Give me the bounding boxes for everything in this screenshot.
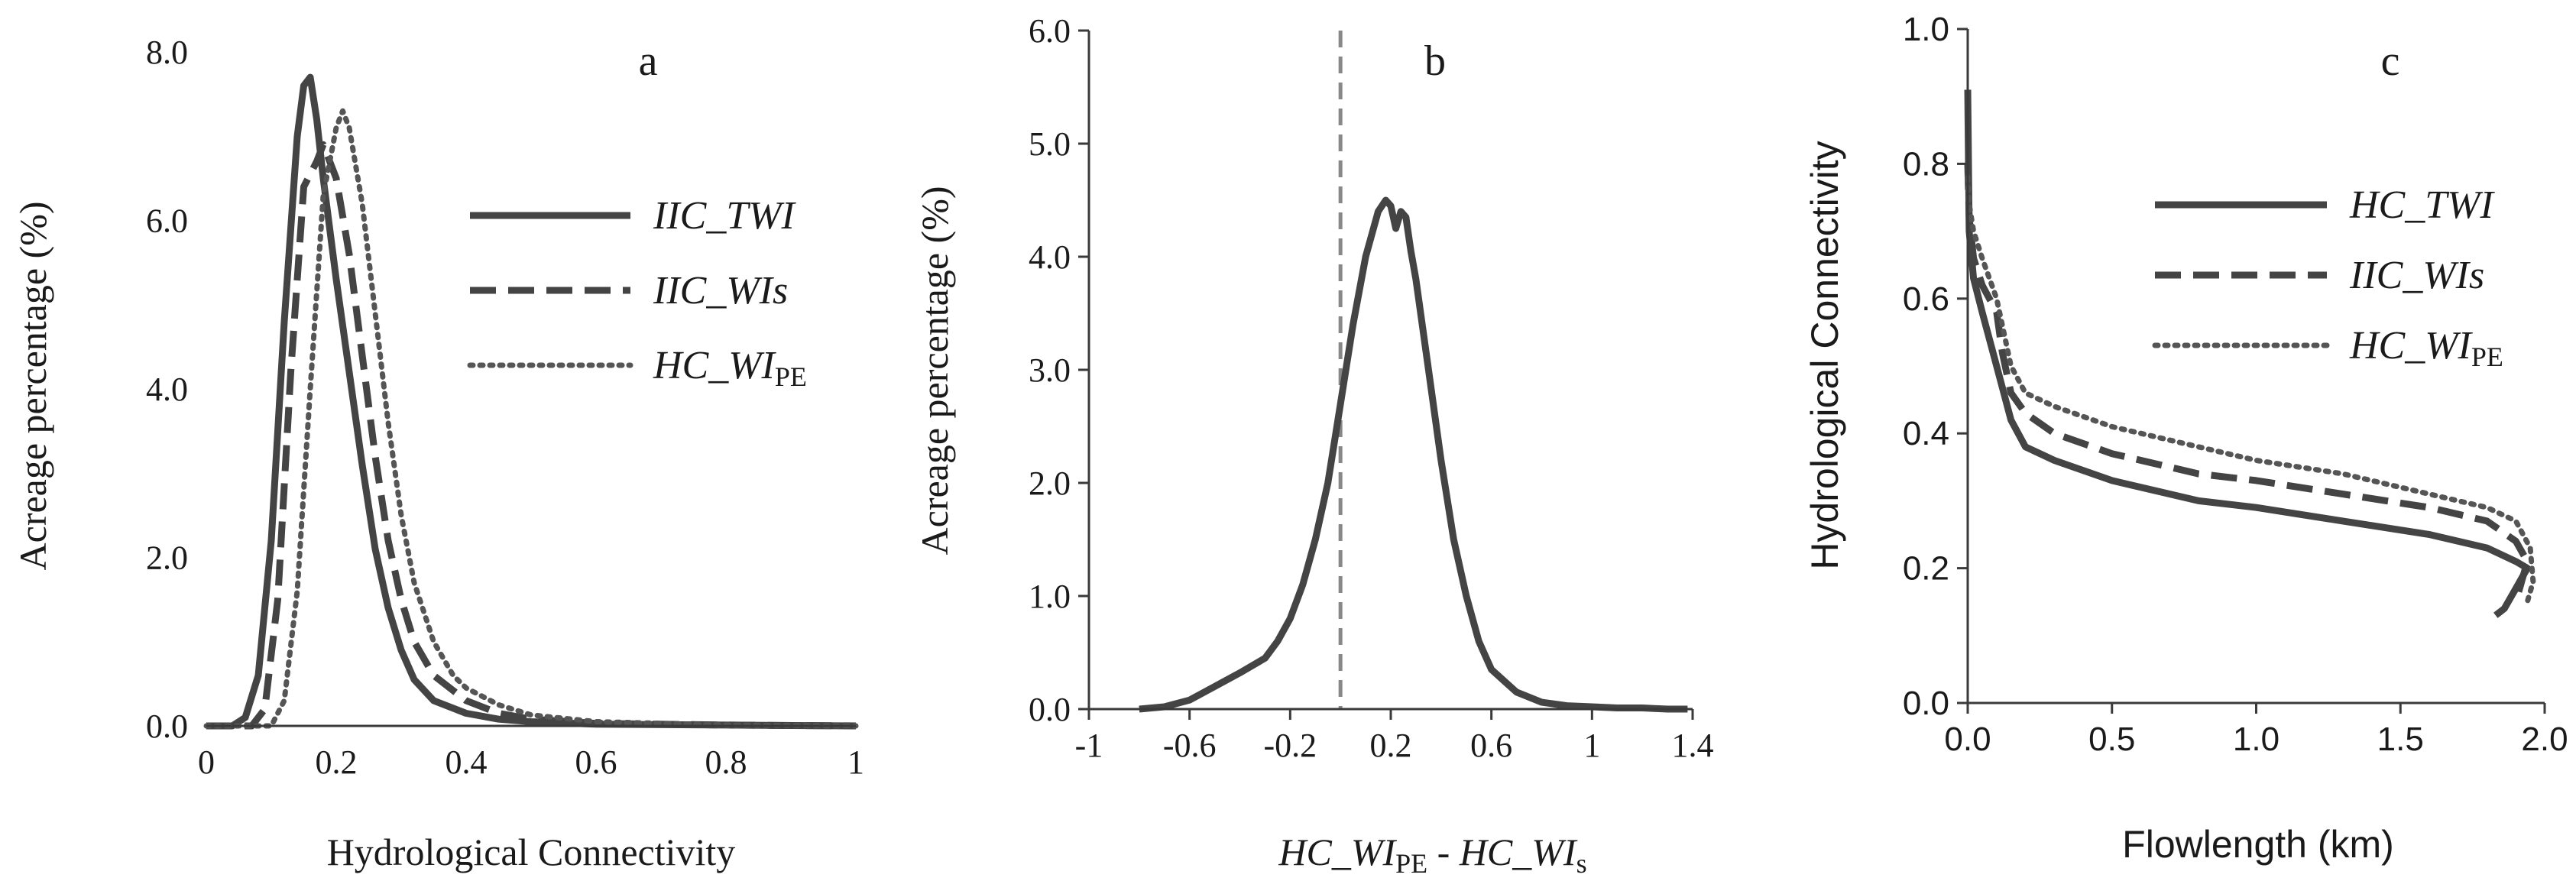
legend-label: IIC_WIs <box>653 269 788 313</box>
panel-a-x-tick-label: 0.8 <box>705 743 747 781</box>
panel-a-title: a <box>639 37 658 85</box>
panel-a-y-ticks: 0.0 2.0 4.0 6.0 8.0 <box>146 34 188 745</box>
panel-b-y-tick-label: 4.0 <box>1029 238 1071 276</box>
legend-label: HC_WIPE <box>653 344 807 392</box>
panel-b-x-tick-label: 1.4 <box>1672 727 1714 764</box>
panel-a-x-tick-label: 0.4 <box>446 743 488 781</box>
panel-c-y-tick-label: 0.2 <box>1903 550 1949 588</box>
legend-label: IIC_WIs <box>2349 254 2484 297</box>
chart-panel-c: 0.0 0.5 1.0 1.5 2.0 0.0 0.2 0.4 0.6 0.8 1.0 c Flo… <box>1803 11 2568 866</box>
panel-b-title: b <box>1424 37 1446 85</box>
panel-a-x-tick-label: 0 <box>198 743 215 781</box>
panel-a-y-tick-label: 6.0 <box>146 202 188 240</box>
panel-b-y-tick-label: 3.0 <box>1029 351 1071 389</box>
panel-c-y-ticks: 0.0 0.2 0.4 0.6 0.8 1.0 <box>1903 11 1968 722</box>
panel-c-y-tick-label: 1.0 <box>1903 11 1949 48</box>
panel-b-x-tick-label: 0.2 <box>1370 727 1412 764</box>
panel-c-x-label: Flowlength (km) <box>2122 823 2394 866</box>
panel-b-x-tick-label: -0.2 <box>1264 727 1317 764</box>
panel-a-y-label: Acreage percentage (%) <box>11 202 54 571</box>
panel-c-y-tick-label: 0.8 <box>1903 145 1949 183</box>
panel-a-x-tick-label: 0.2 <box>316 743 358 781</box>
panel-b-x-tick-label: 1 <box>1583 727 1600 764</box>
panel-b-y-label: Acreage percentage (%) <box>913 186 956 556</box>
panel-b-x-tick-label: -1 <box>1075 727 1103 764</box>
panel-c-series-dotted <box>1965 174 2536 605</box>
panel-a-series-dashed <box>206 141 857 730</box>
panel-a-y-tick-label: 2.0 <box>146 539 188 577</box>
panel-a-series-dotted <box>203 108 859 729</box>
panel-a-series <box>203 73 859 730</box>
panel-a-x-tick-label: 1 <box>847 743 864 781</box>
panel-a-legend: IIC_TWI IIC_WIs HC_WIPE <box>467 194 807 392</box>
panel-b-x-ticks: -1 -0.6 -0.2 0.2 0.6 1 1.4 <box>1075 709 1714 764</box>
panel-b-series <box>1139 31 1688 713</box>
legend-label: HC_TWI <box>2349 183 2495 227</box>
panel-c-y-tick-label: 0.0 <box>1903 685 1949 722</box>
panel-c-x-tick-label: 1.5 <box>2377 721 2424 758</box>
panel-b-x-tick-label: -0.6 <box>1163 727 1217 764</box>
chart-panel-a: 0 0.2 0.4 0.6 0.8 1 0.0 2.0 4.0 6.0 8.0 a Hydrolo… <box>11 34 864 873</box>
legend-label: IIC_TWI <box>653 194 797 238</box>
panel-a-x-label: Hydrological Connectivity <box>327 831 736 873</box>
panel-b-y-tick-label: 1.0 <box>1029 578 1071 615</box>
panel-c-series-dashed <box>1964 164 2531 603</box>
panel-a-y-tick-label: 0.0 <box>146 708 188 745</box>
panel-b-series-solid <box>1139 196 1688 713</box>
panel-c-x-tick-label: 0.5 <box>2088 721 2135 758</box>
panel-c-y-label: Hydrological Connectivity <box>1803 141 1846 569</box>
panel-b-y-tick-label: 2.0 <box>1029 465 1071 502</box>
panel-b-x-tick-label: 0.6 <box>1470 727 1512 764</box>
panel-c-legend: HC_TWI IIC_WIs HC_WIPE <box>2152 183 2503 372</box>
panel-c-y-tick-label: 0.6 <box>1903 280 1949 318</box>
panel-c-x-tick-label: 1.0 <box>2233 721 2280 758</box>
panel-a-y-tick-label: 4.0 <box>146 371 188 408</box>
panel-a-y-tick-label: 8.0 <box>146 34 188 71</box>
panel-c-title: c <box>2381 37 2400 85</box>
legend-label: HC_WIPE <box>2349 324 2503 372</box>
chart-panel-b: -1 -0.6 -0.2 0.2 0.6 1 1.4 0.0 1.0 2.0 3.0 4.0 5.0 6… <box>913 12 1714 879</box>
panel-a-x-ticks: 0 0.2 0.4 0.6 0.8 1 <box>198 743 864 781</box>
panel-b-x-label: HC_WIPE - HC_WIs <box>1278 831 1586 879</box>
panel-c-x-tick-label: 0.0 <box>1944 721 1991 758</box>
panel-b-y-tick-label: 0.0 <box>1029 691 1071 728</box>
panel-c-series <box>1964 89 2536 618</box>
svg-text:HC_WIPE - HC_WIs: HC_WIPE - HC_WIs <box>1278 831 1586 879</box>
panel-c-y-tick-label: 0.4 <box>1903 415 1949 452</box>
panel-b-y-tick-label: 6.0 <box>1029 12 1071 50</box>
panel-b-y-tick-label: 5.0 <box>1029 125 1071 163</box>
panel-c-x-ticks: 0.0 0.5 1.0 1.5 2.0 <box>1944 703 2568 758</box>
panel-a-x-tick-label: 0.6 <box>575 743 617 781</box>
panel-c-x-tick-label: 2.0 <box>2521 721 2568 758</box>
panel-a-series-solid <box>206 73 857 730</box>
panel-b-y-ticks: 0.0 1.0 2.0 3.0 4.0 5.0 6.0 <box>1029 12 1089 728</box>
